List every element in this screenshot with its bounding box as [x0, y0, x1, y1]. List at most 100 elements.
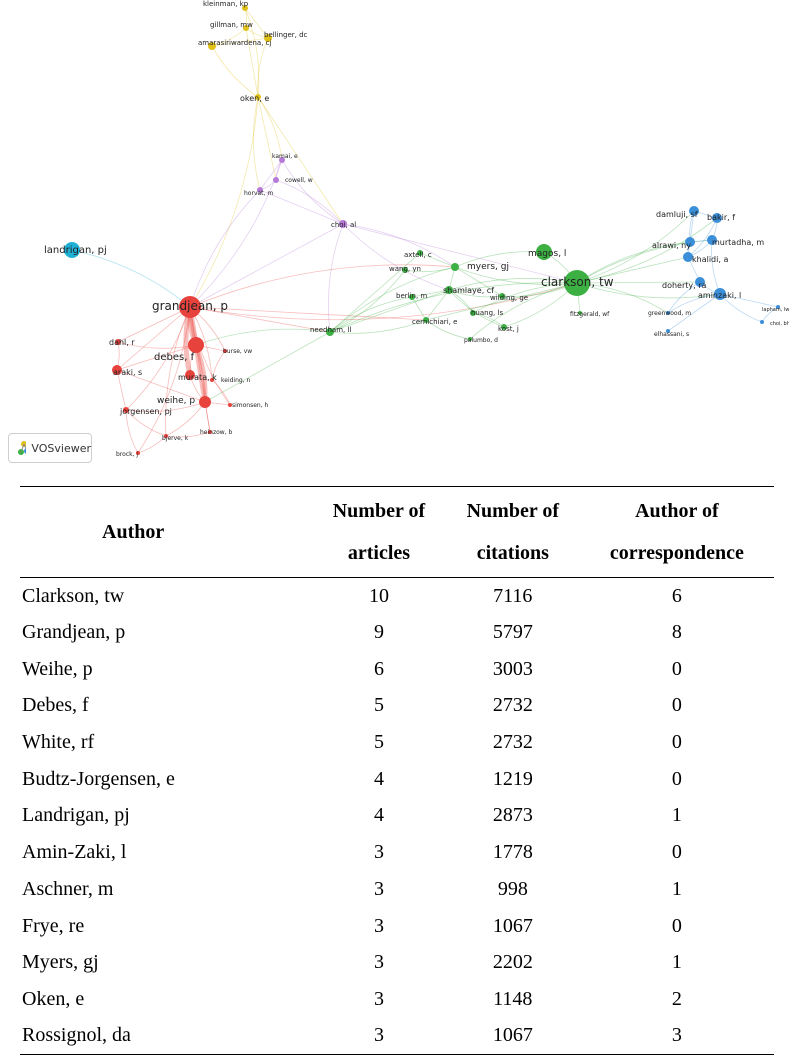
network-node-label: axtell, c [404, 251, 432, 259]
table-row: Grandjean, p 9 5797 8 [20, 614, 774, 651]
network-node [470, 310, 476, 316]
network-node-label: gillman, mw [210, 21, 253, 29]
cell-author: Debes, f [22, 694, 89, 717]
network-edge [125, 409, 167, 437]
network-node [112, 365, 122, 375]
cell-citations: 2202 [492, 951, 533, 974]
network-node-label: berlin, m [396, 292, 427, 300]
network-edge [211, 37, 269, 47]
network-node-label: kamai, e [272, 153, 298, 160]
network-edge [425, 319, 471, 340]
network-node-label: amarasiriwardena, cj [198, 39, 272, 47]
network-node [264, 34, 272, 42]
network-edge [189, 223, 344, 308]
header-citations: Number of citations [446, 487, 580, 578]
coauthorship-network: kleinman, kp gillman, mw bellinger, dc amar… [0, 0, 789, 480]
header-citations-line2: citations [476, 542, 549, 564]
network-edge [244, 7, 260, 98]
network-node-label: wilding, ge [490, 294, 528, 302]
network-node-label: elhassani, s [654, 331, 689, 338]
network-edge [425, 282, 578, 321]
cell-correspondence: 1 [671, 804, 682, 827]
header-citations-line1: Number of [466, 500, 560, 522]
network-node-label: lapham, lw [762, 307, 789, 313]
cell-citations: 1067 [492, 1024, 533, 1047]
cell-correspondence: 1 [671, 877, 682, 900]
network-node [445, 286, 453, 294]
network-edge [211, 379, 231, 406]
cell-articles: 5 [373, 694, 384, 717]
cell-author: Clarkson, tw [22, 584, 125, 607]
network-node-label: horvat, m [244, 190, 273, 197]
network-node-label: araki, s [113, 368, 142, 377]
network-edge [329, 289, 450, 333]
network-node [164, 434, 168, 438]
network-edge [257, 96, 277, 181]
header-correspondence-line2: correspondence [609, 542, 744, 564]
table-row: Aschner, m 3 998 1 [20, 871, 774, 908]
header-correspondence-line1: Author of [635, 500, 719, 522]
network-node-label: cernichiari, e [412, 318, 457, 326]
network-node-label: cowell, w [285, 177, 313, 184]
network-edge [454, 266, 578, 285]
table-row: Myers, gj 3 2202 1 [20, 944, 774, 981]
network-node [136, 451, 140, 455]
network-edge [125, 409, 139, 454]
network-node-label: murtadha, m [712, 238, 764, 247]
table-row: Rossignol, da 3 1067 3 [20, 1018, 774, 1055]
cell-correspondence: 0 [671, 767, 682, 790]
network-node [409, 294, 415, 300]
network-node [223, 349, 227, 353]
cell-author: Grandjean, p [22, 621, 126, 644]
table-row: Clarkson, tw 10 7116 6 [20, 578, 774, 615]
network-node-label: clarkson, tw [541, 275, 614, 289]
network-edge [328, 223, 344, 333]
network-node-label: huang, ls [471, 309, 503, 317]
vosviewer-badge: VOSviewer [8, 433, 92, 463]
network-node-label: fitzgerald, wf [570, 311, 610, 318]
network-edge [576, 217, 718, 284]
cell-correspondence: 3 [671, 1024, 682, 1047]
network-edge [329, 319, 427, 334]
network-edge [116, 344, 197, 371]
network-node-label: magos, l [528, 249, 566, 259]
network-node-label: wang, yn [389, 265, 421, 273]
cell-author: Myers, gj [22, 951, 99, 974]
network-edge [329, 296, 413, 333]
network-edge [245, 27, 259, 98]
header-correspondence: Author of correspondence [580, 487, 774, 578]
cell-articles: 3 [373, 1024, 384, 1047]
cell-correspondence: 0 [671, 914, 682, 937]
network-node-label: weihe, p [157, 396, 195, 406]
network-edge [259, 189, 344, 225]
author-table-container: Author Number of articles Number of cita… [20, 486, 774, 1055]
network-node [123, 407, 129, 413]
network-node [776, 305, 780, 309]
network-node [339, 220, 347, 228]
network-node [499, 293, 505, 299]
network-node [402, 267, 408, 273]
network-edge [576, 282, 721, 299]
table-row: White, rf 5 2732 0 [20, 724, 774, 761]
network-edge [257, 96, 283, 161]
network-edge [189, 306, 427, 321]
cell-correspondence: 0 [671, 841, 682, 864]
table-header-row: Author Number of articles Number of cita… [20, 486, 774, 578]
network-node [185, 370, 195, 380]
network-edge [204, 331, 331, 403]
network-edge [189, 96, 259, 308]
network-edge [189, 264, 456, 308]
network-node [712, 213, 722, 223]
cell-articles: 3 [373, 841, 384, 864]
network-edge [259, 159, 283, 191]
network-node-label: murata, k [178, 373, 217, 382]
network-edge [329, 269, 406, 333]
network-node-label: needham, ll [310, 326, 351, 334]
network-node [242, 5, 248, 11]
network-node-label: myers, gj [467, 262, 509, 272]
network-node [273, 177, 279, 183]
network-node [564, 270, 590, 296]
table-row: Budtz-Jorgensen, e 4 1219 0 [20, 761, 774, 798]
network-edge [342, 223, 578, 284]
network-edge [342, 223, 450, 291]
